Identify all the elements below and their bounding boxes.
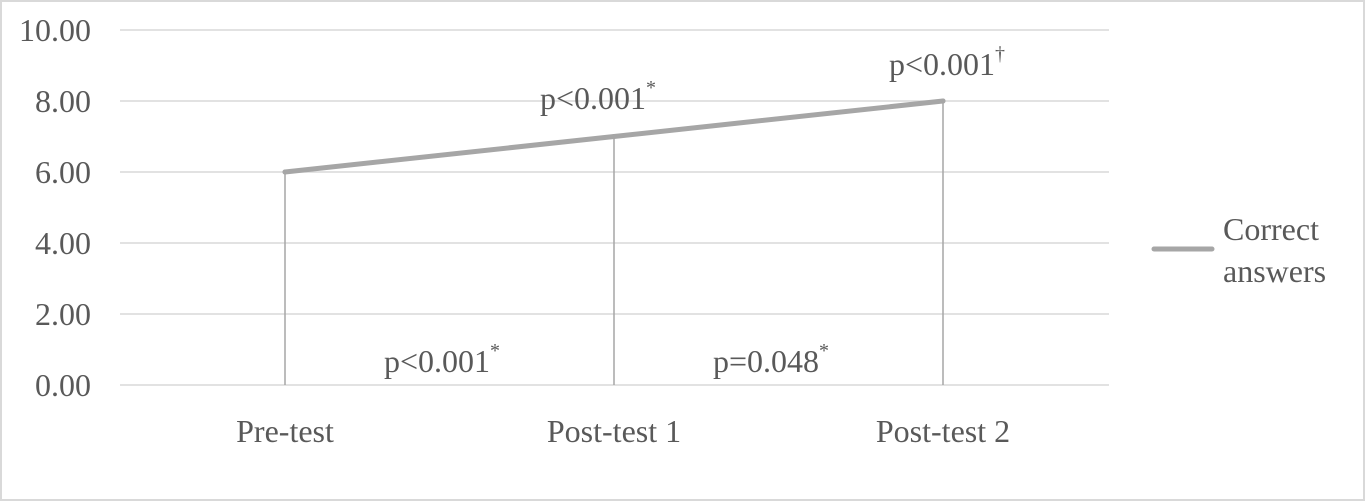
x-axis-category-labels: Pre-test Post-test 1 Post-test 2 bbox=[236, 413, 1010, 449]
x-category-label: Pre-test bbox=[236, 413, 334, 449]
y-tick-label: 8.00 bbox=[35, 83, 91, 119]
annotation-pre-post1-bottom: p<0.001* bbox=[384, 340, 500, 379]
annotation-post1-post2-bottom: p=0.048* bbox=[713, 340, 829, 379]
legend: Correct answers bbox=[1151, 211, 1326, 289]
y-tick-label: 2.00 bbox=[35, 296, 91, 332]
x-category-label: Post-test 2 bbox=[876, 413, 1010, 449]
y-tick-label: 6.00 bbox=[35, 154, 91, 190]
y-axis-tick-labels: 0.00 2.00 4.00 6.00 8.00 10.00 bbox=[19, 12, 91, 403]
y-tick-label: 0.00 bbox=[35, 367, 91, 403]
data-point bbox=[611, 134, 617, 139]
y-tick-label: 10.00 bbox=[19, 12, 91, 48]
annotation-post2-top: p<0.001† bbox=[889, 43, 1005, 82]
series-layer bbox=[282, 98, 946, 175]
legend-label-line1: Correct bbox=[1223, 211, 1319, 247]
data-point bbox=[940, 98, 946, 104]
x-category-label: Post-test 1 bbox=[547, 413, 681, 449]
y-tick-label: 4.00 bbox=[35, 225, 91, 261]
annotation-post1-top: p<0.001* bbox=[540, 77, 656, 116]
data-point bbox=[282, 169, 288, 175]
legend-label-line2: answers bbox=[1223, 253, 1326, 289]
annotations: p<0.001* p<0.001† p<0.001* p=0.048* bbox=[384, 43, 1005, 379]
drop-lines bbox=[284, 101, 944, 385]
